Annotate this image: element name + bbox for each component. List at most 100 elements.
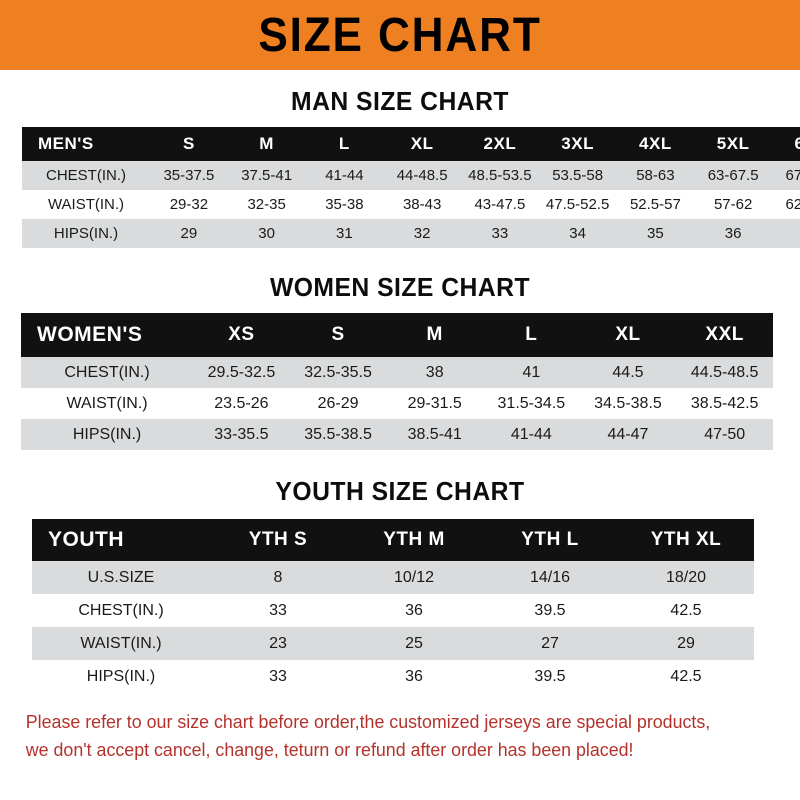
man-size-col-4: XL	[410, 134, 434, 153]
women-size-col-1: XS	[228, 324, 255, 345]
youth-waist-m: 25	[405, 634, 423, 652]
youth-size-col-1: YTH S	[248, 529, 308, 550]
women-waist-xs: 23.5-26	[214, 394, 269, 412]
youth-section-title: YOUTH SIZE CHART	[275, 476, 525, 506]
women-header-label: WOMEN'S	[37, 323, 143, 346]
women-hips-l: 41-44	[510, 425, 552, 443]
man-hips-2xl: 33	[491, 225, 509, 242]
man-size-table: MEN'S S M L XL 2XL 3XL 4XL 5XL 6XL CHEST…	[22, 127, 800, 248]
footer-line-2: we don't accept cancel, change, teturn o…	[25, 739, 634, 760]
man-waist-6xl: 62-66.5	[785, 196, 800, 213]
women-size-col-2: S	[331, 324, 345, 345]
table-row: WAIST(IN.) 23.5-26 26-29 29-31.5 31.5-34…	[21, 388, 773, 419]
man-header-row: MEN'S S M L XL 2XL 3XL 4XL 5XL 6XL	[22, 127, 800, 161]
women-chest-m: 38	[425, 363, 444, 381]
man-chest-6xl: 67.5-72	[785, 167, 800, 184]
women-row-label-hips: HIPS(IN.)	[72, 425, 142, 443]
women-chest-s: 32.5-35.5	[304, 363, 372, 381]
table-row: CHEST(IN.) 29.5-32.5 32.5-35.5 38 41 44.…	[21, 357, 773, 388]
man-waist-3xl: 47.5-52.5	[545, 196, 610, 213]
women-waist-m: 29-31.5	[407, 394, 462, 412]
youth-row-label-us-size: U.S.SIZE	[87, 568, 155, 586]
youth-size-col-4: YTH XL	[650, 529, 722, 550]
women-chest-xs: 29.5-32.5	[207, 363, 276, 381]
women-section-title: WOMEN SIZE CHART	[269, 272, 531, 302]
table-row: HIPS(IN.) 29 30 31 32 33 34 35 36 37	[22, 219, 800, 248]
women-hips-xs: 33-35.5	[214, 425, 269, 443]
man-chest-m: 37.5-41	[241, 167, 293, 184]
man-table-head: MEN'S S M L XL 2XL 3XL 4XL 5XL 6XL	[22, 127, 800, 161]
youth-header-row: YOUTH YTH S YTH M YTH L YTH XL	[32, 519, 754, 561]
man-size-col-3: L	[338, 134, 350, 153]
women-waist-s: 26-29	[317, 394, 359, 412]
women-table-body: CHEST(IN.) 29.5-32.5 32.5-35.5 38 41 44.…	[21, 357, 773, 450]
women-row-label-chest: CHEST(IN.)	[64, 363, 150, 381]
women-size-table: WOMEN'S XS S M L XL XXL CHEST(IN.) 29.5-…	[21, 313, 773, 450]
table-row: U.S.SIZE 8 10/12 14/16 18/20	[32, 561, 754, 594]
women-waist-xxl: 38.5-42.5	[690, 394, 759, 412]
man-header-label: MEN'S	[38, 134, 94, 153]
women-chest-l: 41	[522, 363, 541, 381]
women-hips-xl: 44-47	[607, 425, 649, 443]
youth-chest-m: 36	[405, 601, 423, 619]
women-size-col-3: M	[426, 324, 443, 345]
youth-row-label-hips: HIPS(IN.)	[86, 667, 156, 685]
man-hips-s: 29	[180, 225, 198, 242]
women-hips-s: 35.5-38.5	[304, 425, 372, 443]
table-row: WAIST(IN.) 23 25 27 29	[32, 627, 754, 660]
youth-hips-xl: 42.5	[670, 667, 702, 685]
man-waist-2xl: 43-47.5	[474, 196, 526, 213]
man-size-col-9: 6XL	[794, 134, 800, 153]
footer-disclaimer: Please refer to our size chart before or…	[26, 709, 774, 765]
youth-waist-l: 27	[541, 634, 559, 652]
man-chest-2xl: 48.5-53.5	[468, 167, 532, 184]
man-waist-5xl: 57-62	[713, 196, 753, 213]
youth-us-size-m: 10/12	[393, 568, 435, 586]
page-banner: SIZE CHART	[0, 0, 800, 70]
man-section-title: MAN SIZE CHART	[291, 86, 509, 116]
man-waist-4xl: 52.5-57	[629, 196, 681, 213]
youth-table-head: YOUTH YTH S YTH M YTH L YTH XL	[32, 519, 754, 561]
youth-chest-l: 39.5	[534, 601, 566, 619]
youth-size-col-3: YTH L	[521, 529, 579, 550]
youth-us-size-l: 14/16	[529, 568, 571, 586]
man-size-col-5: 2XL	[483, 134, 517, 153]
man-chest-s: 35-37.5	[163, 167, 215, 184]
man-hips-xl: 32	[413, 225, 431, 242]
youth-row-label-waist: WAIST(IN.)	[80, 634, 162, 652]
women-chest-xl: 44.5	[612, 363, 644, 381]
man-chest-3xl: 53.5-58	[552, 167, 604, 184]
table-row: CHEST(IN.) 35-37.5 37.5-41 41-44 44-48.5…	[22, 161, 800, 190]
man-hips-6xl: 37	[772, 219, 800, 248]
women-chest-xxl: 44.5-48.5	[690, 363, 759, 381]
man-size-col-2: M	[259, 134, 274, 153]
women-waist-l: 31.5-34.5	[497, 394, 566, 412]
table-row: HIPS(IN.) 33 36 39.5 42.5	[32, 660, 754, 693]
table-row: WAIST(IN.) 29-32 32-35 35-38 38-43 43-47…	[22, 190, 800, 219]
man-chest-xl: 44-48.5	[396, 167, 448, 184]
man-hips-3xl: 34	[569, 225, 586, 242]
women-size-col-6: XXL	[705, 324, 744, 345]
man-size-col-7: 4XL	[639, 134, 672, 153]
man-chest-4xl: 58-63	[636, 167, 675, 184]
women-header-row: WOMEN'S XS S M L XL XXL	[21, 313, 773, 357]
women-table-head: WOMEN'S XS S M L XL XXL	[21, 313, 773, 357]
youth-header-label: YOUTH	[48, 528, 124, 551]
man-waist-m: 32-35	[247, 196, 286, 213]
page-title: SIZE CHART	[258, 9, 542, 62]
man-row-label-chest: CHEST(IN.)	[46, 167, 126, 184]
youth-hips-m: 36	[405, 667, 423, 685]
man-waist-xl: 38-43	[402, 196, 442, 213]
youth-table-body: U.S.SIZE 8 10/12 14/16 18/20 CHEST(IN.) …	[32, 561, 754, 693]
youth-size-table: YOUTH YTH S YTH M YTH L YTH XL U.S.SIZE …	[32, 519, 754, 693]
women-waist-xl: 34.5-38.5	[594, 394, 662, 412]
youth-us-size-xl: 18/20	[665, 568, 707, 586]
man-chest-5xl: 63-67.5	[707, 167, 759, 184]
man-size-col-1: S	[182, 134, 195, 153]
man-waist-l: 35-38	[325, 196, 364, 213]
man-size-col-6: 3XL	[561, 134, 594, 153]
man-chest-l: 41-44	[325, 167, 364, 184]
women-size-col-4: L	[525, 324, 538, 345]
youth-chest-xl: 42.5	[670, 601, 702, 619]
man-size-col-8: 5XL	[716, 134, 750, 153]
